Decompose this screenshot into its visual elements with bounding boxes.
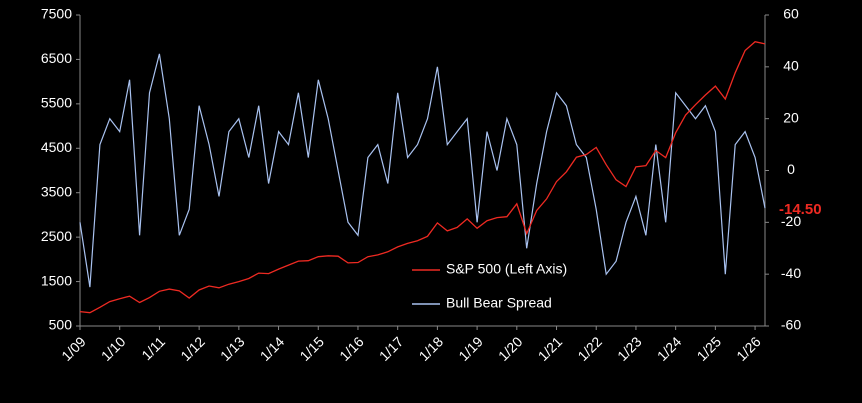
y-tick-label: 2500 (41, 228, 72, 244)
y2-tick-label: -60 (781, 317, 801, 333)
legend-label: Bull Bear Spread (446, 295, 552, 311)
y-tick-label: 6500 (41, 50, 72, 66)
x-tick-label: 1/10 (98, 333, 129, 364)
x-tick-label: 1/26 (733, 333, 764, 364)
x-tick-label: 1/23 (614, 333, 645, 364)
y2-tick-label: 60 (783, 6, 799, 22)
y2-tick-label: 20 (783, 109, 799, 125)
x-tick-label: 1/22 (574, 333, 605, 364)
y2-tick-label: 40 (783, 58, 799, 74)
x-tick-label: 1/11 (138, 333, 168, 363)
series-line (79, 53, 766, 288)
x-tick-label: 1/20 (495, 333, 526, 364)
x-tick-label: 1/17 (376, 333, 407, 364)
y-tick-label: 4500 (41, 139, 72, 155)
x-tick-label: 1/15 (296, 333, 327, 364)
y-tick-label: 3500 (41, 183, 72, 199)
x-tick-label: 1/12 (177, 333, 208, 364)
y-tick-label: 5500 (41, 95, 72, 111)
y-tick-label: 1500 (41, 272, 72, 288)
y-tick-label: 7500 (41, 6, 72, 22)
x-tick-label: 1/09 (58, 333, 89, 364)
x-tick-label: 1/21 (535, 333, 566, 364)
x-tick-label: 1/16 (336, 333, 367, 364)
y-tick-label: 500 (49, 317, 73, 333)
x-tick-label: 1/14 (257, 333, 288, 364)
x-tick-label: 1/18 (416, 333, 447, 364)
value-label: -14.50 (779, 201, 822, 218)
x-tick-label: 1/24 (654, 333, 685, 364)
legend-label: S&P 500 (Left Axis) (446, 261, 567, 277)
y2-tick-label: -40 (781, 265, 801, 281)
x-tick-label: 1/25 (694, 333, 725, 364)
x-tick-label: 1/19 (455, 333, 486, 364)
y2-tick-label: 0 (787, 161, 795, 177)
x-tick-label: 1/13 (217, 333, 248, 364)
y2-tick-label: -20 (781, 213, 801, 229)
series-line (79, 40, 766, 314)
